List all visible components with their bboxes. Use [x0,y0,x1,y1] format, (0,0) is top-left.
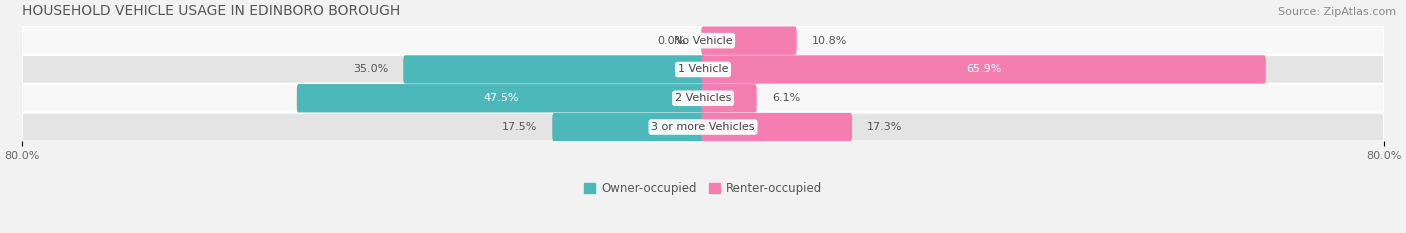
Text: 17.5%: 17.5% [502,122,537,132]
Text: 10.8%: 10.8% [813,36,848,46]
FancyBboxPatch shape [297,84,704,113]
Text: 35.0%: 35.0% [353,65,388,75]
Text: 1 Vehicle: 1 Vehicle [678,65,728,75]
Text: 3 or more Vehicles: 3 or more Vehicles [651,122,755,132]
Text: Source: ZipAtlas.com: Source: ZipAtlas.com [1278,7,1396,17]
Text: 47.5%: 47.5% [484,93,519,103]
FancyBboxPatch shape [404,55,704,84]
FancyBboxPatch shape [22,113,1384,141]
Text: 17.3%: 17.3% [868,122,903,132]
Text: 6.1%: 6.1% [772,93,800,103]
Text: 2 Vehicles: 2 Vehicles [675,93,731,103]
Text: 0.0%: 0.0% [658,36,686,46]
Text: No Vehicle: No Vehicle [673,36,733,46]
FancyBboxPatch shape [22,55,1384,84]
Text: HOUSEHOLD VEHICLE USAGE IN EDINBORO BOROUGH: HOUSEHOLD VEHICLE USAGE IN EDINBORO BORO… [22,4,401,18]
FancyBboxPatch shape [702,84,756,113]
FancyBboxPatch shape [553,113,704,141]
FancyBboxPatch shape [702,55,1265,84]
FancyBboxPatch shape [22,26,1384,55]
Text: 65.9%: 65.9% [966,65,1001,75]
FancyBboxPatch shape [702,113,852,141]
FancyBboxPatch shape [702,27,797,55]
Legend: Owner-occupied, Renter-occupied: Owner-occupied, Renter-occupied [583,182,823,195]
FancyBboxPatch shape [22,84,1384,113]
